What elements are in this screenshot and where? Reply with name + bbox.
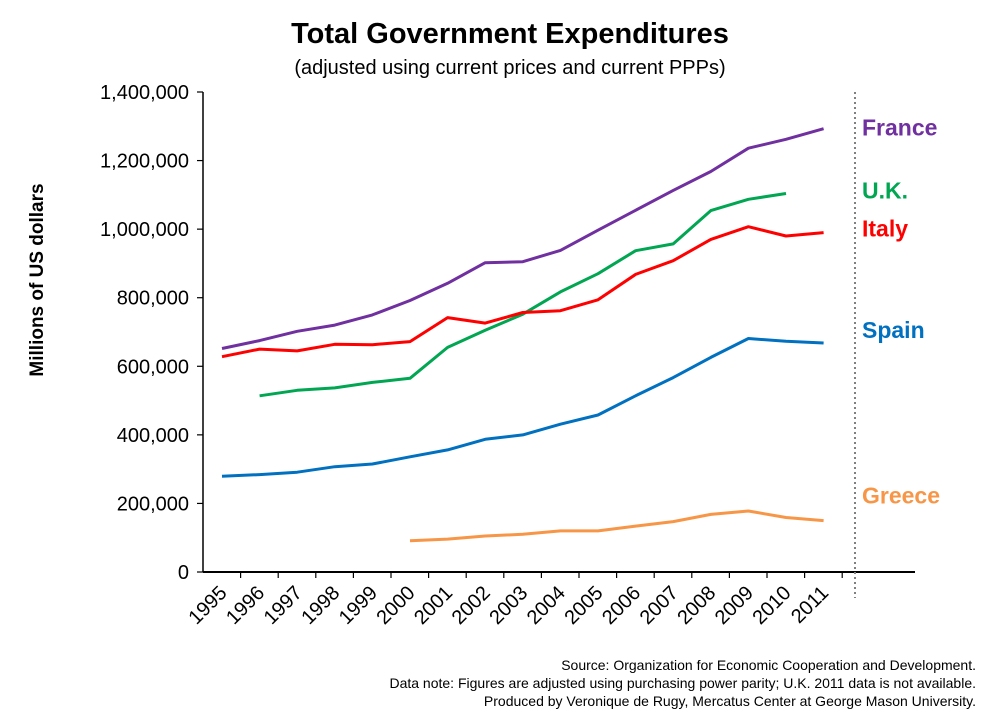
x-tick-label: 2009 [711, 582, 758, 629]
y-tick-label: 200,000 [117, 493, 189, 515]
x-tick-label: 1995 [185, 582, 232, 629]
x-tick-label: 2000 [373, 582, 420, 629]
x-tick-label: 2007 [636, 582, 683, 629]
series-label-france: France [862, 115, 937, 141]
y-tick-label: 400,000 [117, 425, 189, 447]
series-line-france [221, 127, 825, 350]
chart-title: Total Government Expenditures [291, 18, 729, 50]
x-tick-label: 2001 [410, 582, 457, 629]
data-note-line: Data note: Figures are adjusted using pu… [389, 675, 976, 691]
y-tick-label: 1,000,000 [100, 219, 189, 241]
y-tick-label: 0 [178, 562, 189, 584]
x-tick-label: 2005 [561, 582, 608, 629]
x-tick-label: 2008 [673, 582, 720, 629]
x-tick-label: 2010 [749, 582, 796, 629]
source-note: Source: Organization for Economic Cooper… [389, 656, 976, 710]
x-tick-label: 1999 [335, 582, 382, 629]
chart-subtitle: (adjusted using current prices and curre… [294, 57, 726, 79]
producer-line: Produced by Veronique de Rugy, Mercatus … [483, 693, 976, 709]
y-tick-label: 1,200,000 [100, 151, 189, 173]
x-tick-label: 2006 [598, 582, 645, 629]
y-tick-label: 1,400,000 [100, 82, 189, 104]
series-line-uk [259, 192, 787, 398]
series-label-greece: Greece [862, 483, 940, 509]
series-line-italy [221, 225, 824, 359]
x-tick-label: 2011 [787, 582, 833, 628]
series-label-italy: Italy [862, 216, 908, 242]
x-tick-label: 2003 [485, 582, 532, 629]
x-tick-label: 2002 [448, 582, 495, 629]
x-tick-label: 1998 [297, 582, 344, 629]
x-tick-label: 1997 [260, 582, 307, 629]
y-tick-label: 600,000 [117, 356, 189, 378]
x-tick-label: 1996 [222, 582, 269, 629]
series-label-uk: U.K. [862, 177, 908, 203]
series-label-spain: Spain [862, 317, 925, 343]
source-line: Source: Organization for Economic Cooper… [561, 657, 976, 673]
y-tick-label: 800,000 [117, 288, 189, 310]
x-tick-label: 2004 [523, 582, 570, 629]
series-line-greece [409, 509, 824, 543]
series-line-spain [221, 337, 824, 478]
